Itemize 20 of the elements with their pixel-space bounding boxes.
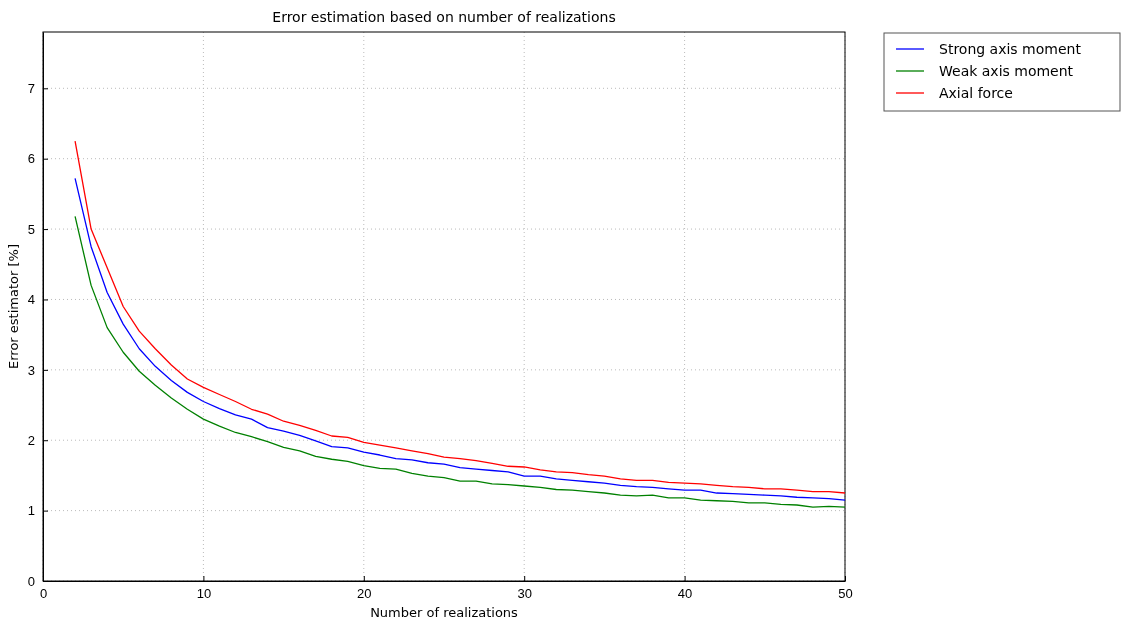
chart-title: Error estimation based on number of realizations	[272, 9, 616, 25]
y-tick-label: 3	[27, 362, 35, 378]
x-tick-label: 50	[838, 586, 853, 602]
legend-label: Weak axis moment	[939, 63, 1074, 79]
x-tick-label: 30	[517, 586, 532, 602]
x-tick-label: 0	[39, 586, 48, 602]
x-tick-label: 20	[357, 586, 372, 602]
y-tick-label: 2	[27, 432, 35, 448]
y-tick-label: 7	[27, 80, 35, 96]
x-tick-label: 10	[196, 586, 212, 602]
legend-label: Strong axis moment	[939, 41, 1082, 57]
y-tick-label: 4	[27, 292, 35, 308]
y-tick-label: 5	[27, 221, 35, 237]
x-axis-title: Number of realizations	[370, 605, 519, 620]
y-tick-label: 6	[27, 151, 35, 167]
y-tick-label: 0	[27, 573, 35, 589]
y-axis-title: Error estimator [%]	[6, 244, 21, 369]
legend-label: Axial force	[939, 85, 1013, 101]
y-tick-label: 1	[27, 503, 35, 519]
x-tick-label: 40	[677, 586, 693, 602]
